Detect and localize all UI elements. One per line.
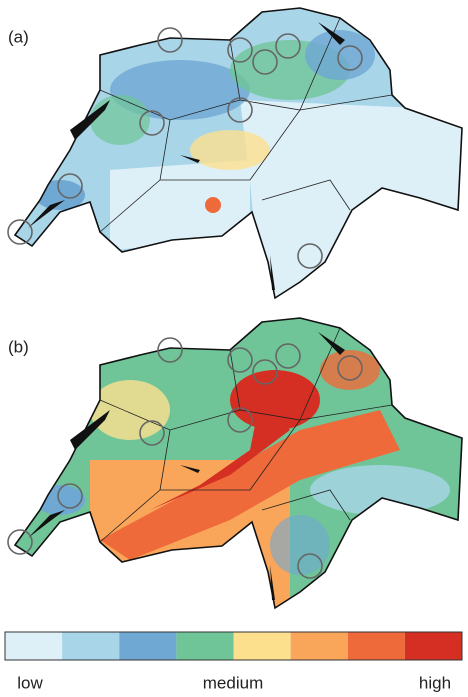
panel-label: (b) bbox=[8, 337, 29, 356]
legend-swatch bbox=[119, 632, 177, 660]
legend-swatch bbox=[233, 632, 291, 660]
legend-swatch bbox=[62, 632, 120, 660]
legend-swatch bbox=[290, 632, 348, 660]
legend-swatch bbox=[5, 632, 63, 660]
legend-label: high bbox=[419, 673, 451, 692]
legend: low medium high bbox=[4, 631, 463, 692]
map-a: (a) bbox=[7, 7, 463, 299]
legend-swatch bbox=[347, 632, 405, 660]
legend-label: medium bbox=[203, 673, 263, 692]
legend-swatch bbox=[176, 632, 234, 660]
legend-label: low bbox=[17, 673, 43, 692]
legend-swatch bbox=[404, 632, 462, 660]
map-b: (b) bbox=[7, 317, 463, 609]
panel-label: (a) bbox=[8, 27, 29, 46]
legend-frame bbox=[4, 631, 463, 661]
